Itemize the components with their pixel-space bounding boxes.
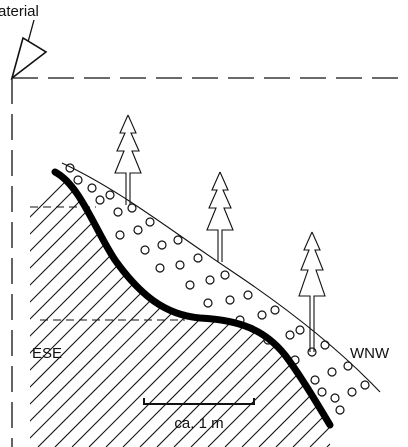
- deposit-circle: [141, 246, 149, 254]
- deposit-circle: [96, 196, 104, 204]
- arrow-shaft: [28, 20, 34, 42]
- hatch-line: [395, 167, 408, 447]
- hatch-line: [310, 167, 408, 447]
- direction-label: WNW: [350, 345, 390, 362]
- deposit-circle: [114, 208, 122, 216]
- deposit-circle: [286, 331, 294, 339]
- deposit-circle: [331, 394, 339, 402]
- deposit-circle: [311, 376, 319, 384]
- deposit-circle: [271, 306, 279, 314]
- hatch-line: [0, 167, 148, 447]
- deposit-circle: [244, 291, 252, 299]
- hatch-line: [276, 167, 408, 447]
- deposit-circle: [221, 271, 229, 279]
- deposit-circle: [321, 341, 329, 349]
- hatch-line: [378, 167, 408, 447]
- deposit-circle: [344, 362, 352, 370]
- scale-label: ca. 1 m: [174, 415, 223, 432]
- deposit-circle: [128, 204, 136, 212]
- deposit-circle: [156, 264, 164, 272]
- deposit-circle: [134, 226, 142, 234]
- slip-surface: [55, 172, 330, 425]
- arrow-label: aterial: [0, 3, 39, 20]
- deposit-circle: [158, 241, 166, 249]
- page: aterial ESE WNW ca. 1 m (() => { const d…: [0, 0, 408, 447]
- deposit-circle: [206, 276, 214, 284]
- hatch-line: [0, 167, 131, 447]
- diagram: aterial ESE WNW ca. 1 m: [0, 0, 408, 447]
- deposit-circle: [258, 311, 266, 319]
- hatch-line: [259, 167, 408, 447]
- deposit-circle: [308, 348, 316, 356]
- deposit-circle: [296, 326, 304, 334]
- deposit-circle: [106, 191, 114, 199]
- deposit-circle: [318, 388, 326, 396]
- deposit-circle: [176, 261, 184, 269]
- deposit-circle: [328, 368, 336, 376]
- deposit-circle: [348, 388, 356, 396]
- hatch-line: [327, 167, 408, 447]
- deposit-circle: [226, 296, 234, 304]
- deposit-circle: [146, 218, 154, 226]
- deposit-circle: [88, 184, 96, 192]
- hatch-line: [361, 167, 408, 447]
- direction-label: ESE: [32, 345, 62, 362]
- deposit-circle: [361, 381, 369, 389]
- deposit-circle: [116, 231, 124, 239]
- deposit-circle: [336, 406, 344, 414]
- deposit-circle: [174, 236, 182, 244]
- hatch-line: [344, 167, 408, 447]
- deposit-circle: [194, 254, 202, 262]
- deposit-circle: [186, 281, 194, 289]
- deposit-circle: [204, 299, 212, 307]
- arrow-head: [12, 38, 46, 78]
- deposit-circle: [74, 176, 82, 184]
